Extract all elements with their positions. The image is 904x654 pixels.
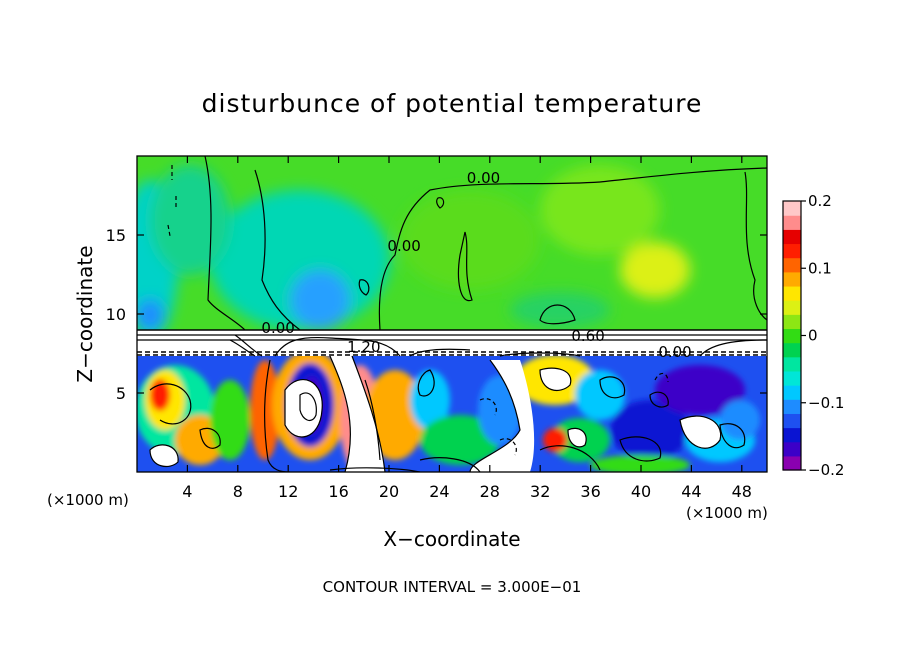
footer-contour-interval: CONTOUR INTERVAL = 3.000E−01	[323, 578, 582, 596]
colorbar	[782, 200, 802, 471]
colorbar-swatch	[783, 201, 801, 216]
x-tick-label: 24	[429, 482, 449, 501]
colorbar-swatch	[783, 399, 801, 414]
x-tick-label: 8	[233, 482, 243, 501]
contour-label: 0.00	[467, 169, 500, 187]
x-unit-right: (×1000 m)	[686, 504, 768, 522]
x-tick-label: 44	[681, 482, 701, 501]
x-tick-label: 48	[732, 482, 752, 501]
colorbar-swatch	[783, 257, 801, 273]
x-tick-label: 32	[530, 482, 550, 501]
colorbar-swatch	[783, 243, 801, 259]
x-axis-label: X−coordinate	[383, 527, 520, 551]
contour-label: 1.20	[347, 338, 380, 356]
contour-labels: 0.00 0.00 0.00 1.20 0.60 0.00	[261, 169, 691, 361]
x-unit-left: (×1000 m)	[47, 491, 129, 509]
colorbar-swatch	[783, 229, 801, 245]
y-tick-label: 10	[106, 305, 126, 324]
colorbar-swatch	[783, 285, 801, 301]
x-tick-label: 40	[631, 482, 651, 501]
x-axis-ticks: 4 8 12 16 20 24 28 32 36 40 44 48	[182, 156, 752, 501]
x-tick-label: 28	[480, 482, 500, 501]
colorbar-tick-label: −0.2	[808, 461, 844, 479]
colorbar-tick-label: −0.1	[808, 394, 844, 412]
colorbar-swatch	[783, 455, 801, 471]
contour-lines	[137, 156, 767, 472]
colorbar-swatch	[783, 427, 801, 443]
dashed-contours	[167, 165, 669, 456]
chart-title: disturbunce of potential temperature	[202, 89, 703, 118]
x-tick-label: 4	[182, 482, 192, 501]
x-tick-label: 12	[278, 482, 298, 501]
contour-label: 0.00	[387, 237, 420, 255]
colorbar-tick-label: 0.2	[808, 192, 832, 210]
x-tick-label: 20	[379, 482, 399, 501]
colorbar-swatch	[783, 441, 801, 457]
colorbar-swatch	[783, 314, 801, 330]
white-regions	[137, 330, 767, 472]
colorbar-ticks: 0.2 0.1 0 −0.1 −0.2	[801, 192, 844, 479]
contour-label: 0.00	[261, 319, 294, 337]
colorbar-swatch	[783, 370, 801, 386]
y-axis-ticks: 5 10 15	[106, 226, 767, 403]
y-axis-label: Z−coordinate	[73, 245, 97, 382]
colorbar-swatch	[783, 271, 801, 287]
colorbar-swatch	[783, 215, 801, 230]
upper-field-patches	[137, 165, 690, 340]
colorbar-swatch	[783, 328, 801, 344]
plot-area	[137, 156, 767, 472]
y-tick-label: 5	[116, 384, 126, 403]
contour-label: 0.00	[658, 343, 691, 361]
colorbar-tick-label: 0	[808, 327, 818, 345]
x-tick-label: 36	[580, 482, 600, 501]
colorbar-swatch	[783, 413, 801, 429]
colorbar-tick-label: 0.1	[808, 259, 832, 277]
x-tick-label: 16	[328, 482, 348, 501]
colorbar-swatch	[783, 356, 801, 372]
colorbar-swatch	[783, 300, 801, 315]
colorbar-swatch	[783, 385, 801, 400]
contour-label: 0.60	[571, 327, 604, 345]
colorbar-swatch	[783, 342, 801, 358]
y-tick-label: 15	[106, 226, 126, 245]
